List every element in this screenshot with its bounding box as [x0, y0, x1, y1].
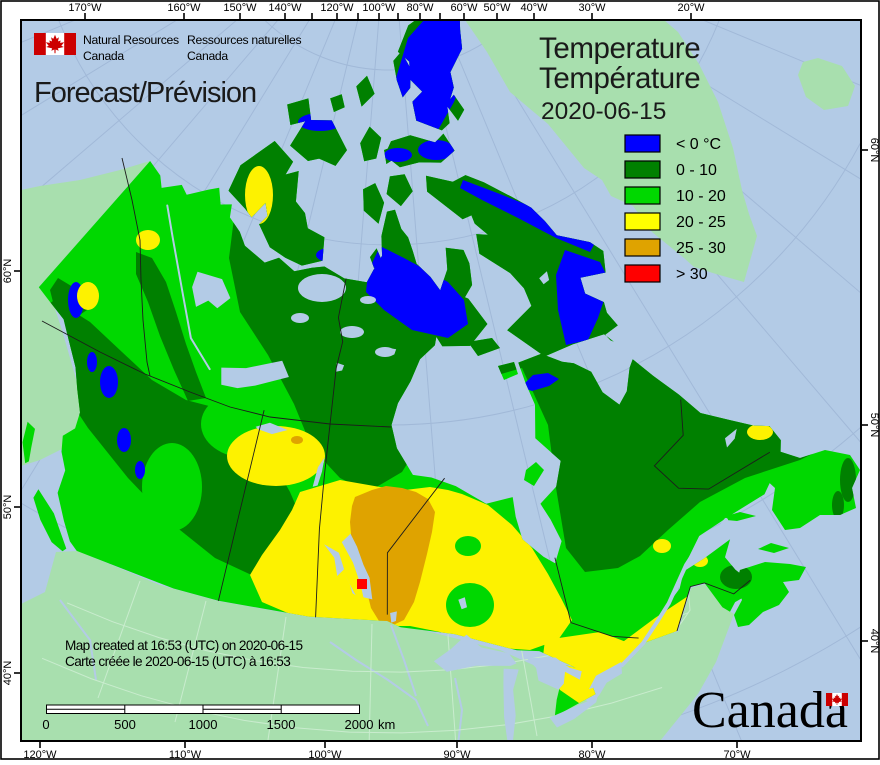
svg-text:1000: 1000	[189, 717, 218, 732]
svg-text:20 - 25: 20 - 25	[676, 214, 726, 231]
svg-text:100°W: 100°W	[308, 749, 342, 760]
svg-text:120°W: 120°W	[320, 2, 354, 14]
svg-text:Ressources naturelles: Ressources naturelles	[187, 33, 301, 47]
svg-text:> 30: > 30	[676, 266, 708, 283]
svg-text:110°W: 110°W	[169, 749, 202, 760]
svg-text:20°W: 20°W	[677, 2, 705, 14]
svg-text:60°W: 60°W	[450, 2, 478, 14]
svg-text:40°W: 40°W	[520, 2, 548, 14]
svg-text:140°W: 140°W	[268, 2, 302, 14]
svg-text:160°W: 160°W	[167, 2, 201, 14]
svg-text:100°W: 100°W	[362, 2, 396, 14]
svg-text:10 - 20: 10 - 20	[676, 188, 726, 205]
svg-text:Température: Température	[539, 62, 700, 95]
svg-text:30°W: 30°W	[578, 2, 606, 14]
svg-text:170°W: 170°W	[68, 2, 102, 14]
svg-text:Temperature: Temperature	[539, 32, 700, 65]
svg-text:2020-06-15: 2020-06-15	[541, 98, 666, 125]
svg-text:Map created at 16:53 (UTC) on: Map created at 16:53 (UTC) on 2020-06-15	[65, 638, 302, 653]
svg-text:2000: 2000	[345, 717, 374, 732]
svg-text:120°W: 120°W	[23, 749, 57, 760]
svg-text:70°W: 70°W	[723, 749, 751, 760]
svg-text:150°W: 150°W	[223, 2, 257, 14]
svg-text:1500: 1500	[267, 717, 296, 732]
svg-text:Canada: Canada	[692, 682, 848, 739]
svg-text:0 - 10: 0 - 10	[676, 162, 717, 179]
svg-text:< 0 °C: < 0 °C	[676, 136, 721, 153]
svg-text:0: 0	[42, 717, 49, 732]
svg-text:80°W: 80°W	[578, 749, 606, 760]
svg-text:80°W: 80°W	[406, 2, 434, 14]
svg-text:Forecast/Prévision: Forecast/Prévision	[34, 77, 256, 109]
svg-text:60°N: 60°N	[868, 138, 880, 163]
svg-text:500: 500	[114, 717, 136, 732]
svg-text:90°W: 90°W	[443, 749, 471, 760]
svg-text:40°N: 40°N	[2, 661, 14, 686]
svg-text:50°W: 50°W	[483, 2, 511, 14]
svg-text:Carte créée le 2020-06-15 (UTC: Carte créée le 2020-06-15 (UTC) à 16:53	[65, 654, 290, 669]
svg-text:50°N: 50°N	[2, 495, 14, 520]
svg-text:25 - 30: 25 - 30	[676, 240, 726, 257]
svg-text:Canada: Canada	[187, 49, 228, 63]
svg-text:km: km	[378, 717, 395, 732]
svg-text:40°N: 40°N	[868, 629, 880, 654]
svg-text:Canada: Canada	[83, 49, 124, 63]
svg-text:50°N: 50°N	[868, 413, 880, 438]
svg-text:Natural Resources: Natural Resources	[83, 33, 179, 47]
svg-text:60°N: 60°N	[2, 259, 14, 284]
